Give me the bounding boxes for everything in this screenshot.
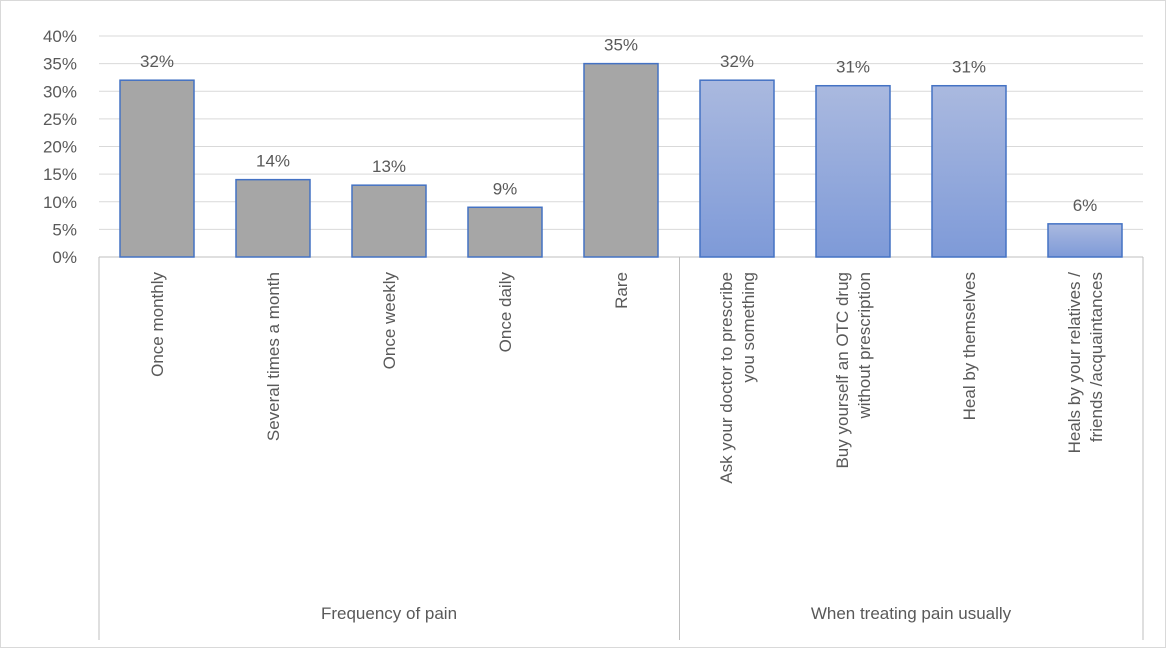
- bar: [351, 184, 427, 258]
- bar: [815, 84, 891, 258]
- y-tick-label: 0%: [52, 248, 77, 267]
- bar: [119, 79, 195, 258]
- group-label: Frequency of pain: [321, 604, 457, 623]
- category-label: Once weekly: [380, 272, 399, 370]
- y-tick-label: 15%: [43, 165, 77, 184]
- category-label: Rare: [612, 272, 631, 309]
- data-label: 6%: [1073, 196, 1098, 215]
- y-tick-label: 40%: [43, 27, 77, 46]
- category-label: Buy yourself an OTC drug: [833, 272, 852, 469]
- labels: 0% 5% 10% 15% 20% 25% 30% 35% 40% 32% Once monthly…: [43, 27, 1106, 623]
- category-label: friends /acquaintances: [1087, 272, 1106, 442]
- data-label: 14%: [256, 152, 290, 171]
- y-tick-label: 5%: [52, 220, 77, 239]
- bar: [699, 79, 775, 258]
- category-label: you something: [739, 272, 758, 383]
- data-label: 35%: [604, 36, 638, 55]
- data-label: 9%: [493, 179, 518, 198]
- category-label: Several times a month: [264, 272, 283, 441]
- bar: [931, 84, 1007, 258]
- bar: [235, 178, 311, 258]
- y-tick-label: 25%: [43, 110, 77, 129]
- category-label: Once monthly: [148, 272, 167, 377]
- category-label: Once daily: [496, 272, 515, 353]
- category-label: Ask your doctor to prescribe: [717, 272, 736, 484]
- data-label: 31%: [836, 58, 870, 77]
- data-label: 13%: [372, 157, 406, 176]
- y-tick-label: 10%: [43, 193, 77, 212]
- bars: [119, 62, 1123, 258]
- data-label: 32%: [720, 52, 754, 71]
- category-label: Heals by your relatives /: [1065, 272, 1084, 454]
- y-tick-label: 35%: [43, 55, 77, 74]
- data-label: 32%: [140, 52, 174, 71]
- group-label: When treating pain usually: [811, 604, 1012, 623]
- bar: [1047, 223, 1123, 258]
- y-tick-label: 20%: [43, 138, 77, 157]
- bar: [583, 62, 659, 258]
- data-label: 31%: [952, 58, 986, 77]
- y-tick-label: 30%: [43, 82, 77, 101]
- bar: [467, 206, 543, 258]
- category-label: Heal by themselves: [960, 272, 979, 420]
- category-label: without prescription: [855, 272, 874, 419]
